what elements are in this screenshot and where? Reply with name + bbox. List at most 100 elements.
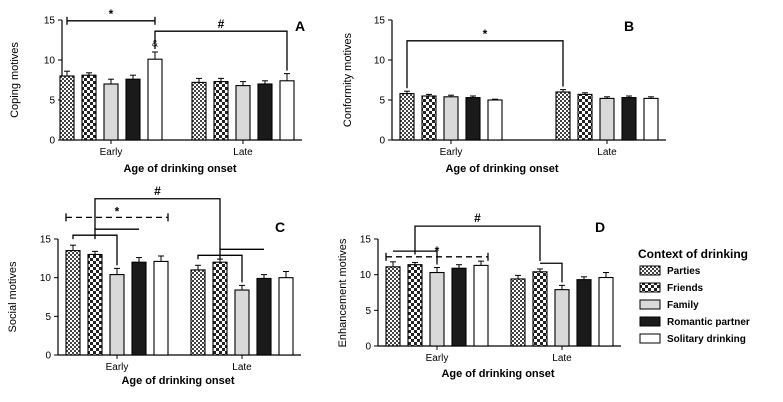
bar-c-early-solitary-drinking xyxy=(153,260,169,356)
bar-b-early-parties xyxy=(399,93,415,141)
bar-d-early-friends xyxy=(407,264,423,347)
bar-b-early-romantic-partner xyxy=(465,97,481,141)
bar-a-early-solitary-drinking xyxy=(147,58,163,141)
legend-swatch-family xyxy=(639,299,661,310)
bar-c-early-friends xyxy=(87,253,103,356)
bar-d-late-parties xyxy=(510,278,526,347)
sig-comb-d xyxy=(415,250,438,265)
bar-b-late-parties xyxy=(555,91,571,141)
sig-bracket-c xyxy=(94,198,221,250)
sig-label-c: * xyxy=(115,204,120,218)
bar-b-early-family xyxy=(443,96,459,141)
legend-swatch-solitary-drinking xyxy=(639,333,661,344)
y-tick-label-d: 5 xyxy=(365,306,371,317)
x-tick-label-a: Early xyxy=(100,147,123,158)
bar-b-late-romantic-partner xyxy=(621,97,637,141)
x-axis-title-b: Age of drinking onset xyxy=(445,163,558,175)
bar-a-early-parties xyxy=(59,75,75,141)
legend-label-parties: Parties xyxy=(667,266,701,277)
y-tick-label-a: 10 xyxy=(44,56,56,67)
y-tick-label-b: 5 xyxy=(379,96,385,107)
sig-label-a: # xyxy=(218,17,225,31)
sig-note-a: & xyxy=(152,38,158,48)
bar-a-late-parties xyxy=(191,81,207,141)
x-axis-title-c: Age of drinking onset xyxy=(121,375,234,387)
sig-label-b: * xyxy=(483,27,488,41)
bar-d-late-solitary-drinking xyxy=(598,276,614,347)
panel-letter-c: C xyxy=(275,219,285,235)
y-tick-label-a: 0 xyxy=(49,136,55,147)
y-tick-label-b: 15 xyxy=(374,16,386,27)
bar-d-early-family xyxy=(429,271,445,347)
bar-a-late-romantic-partner xyxy=(257,83,273,141)
y-tick-label-c: 0 xyxy=(45,351,51,362)
chart-panel-d: 0 5 10 15 Enhancement motives Early Late Age of… xyxy=(337,211,621,380)
x-tick-label-c: Early xyxy=(106,362,129,373)
legend-label-solitary-drinking: Solitary drinking xyxy=(667,334,746,345)
legend-label-romantic-partner: Romantic partner xyxy=(667,317,750,328)
sig-label-a: * xyxy=(109,7,114,21)
sig-bracket-d xyxy=(414,225,541,261)
legend-swatch-friends xyxy=(639,282,661,293)
bar-b-late-friends xyxy=(577,93,593,141)
bar-a-late-solitary-drinking xyxy=(279,80,295,141)
x-tick-label-a: Late xyxy=(233,147,253,158)
bar-c-early-family xyxy=(109,274,125,356)
bar-b-late-solitary-drinking xyxy=(643,97,659,141)
bar-b-early-solitary-drinking xyxy=(487,99,503,141)
bar-d-late-romantic-partner xyxy=(576,279,592,347)
y-tick-label-c: 5 xyxy=(45,312,51,323)
legend-swatch-parties xyxy=(639,265,661,276)
y-tick-label-a: 5 xyxy=(49,96,55,107)
bar-c-early-parties xyxy=(65,250,81,356)
x-tick-label-c: Late xyxy=(232,362,252,373)
bar-b-early-friends xyxy=(421,95,437,141)
chart-panel-a: 0 5 10 15 Coping motives Early Late Age of drin… xyxy=(9,7,305,175)
sig-bracket-b xyxy=(406,40,564,89)
sig-label-d: # xyxy=(474,211,481,225)
y-tick-label-c: 10 xyxy=(40,273,52,284)
y-tick-label-c: 15 xyxy=(40,235,52,246)
panel-letter-b: B xyxy=(624,18,634,34)
y-tick-label-b: 10 xyxy=(374,56,386,67)
x-axis-title-a: Age of drinking onset xyxy=(123,163,236,175)
chart-panel-c: 0 5 10 15 Social motives Early Late Age of drin… xyxy=(7,184,301,387)
bar-d-early-romantic-partner xyxy=(451,267,467,347)
y-tick-label-d: 10 xyxy=(360,270,372,281)
legend-label-friends: Friends xyxy=(667,283,704,294)
bar-c-early-romantic-partner xyxy=(131,261,147,356)
panel-letter-d: D xyxy=(595,219,605,235)
bar-d-early-solitary-drinking xyxy=(473,264,489,347)
y-tick-label-d: 0 xyxy=(365,342,371,353)
legend-swatch-romantic-partner xyxy=(639,316,661,327)
chart-panel-b: 0 5 10 15 Conformity motives Early Late Age of … xyxy=(342,16,666,175)
panel-letter-a: A xyxy=(295,18,305,34)
sig-comb-d xyxy=(540,262,563,283)
x-tick-label-b: Late xyxy=(597,147,617,158)
bar-c-late-solitary-drinking xyxy=(278,277,294,356)
bar-b-late-family xyxy=(599,97,615,141)
bar-c-late-family xyxy=(234,289,250,356)
y-tick-label-b: 0 xyxy=(379,136,385,147)
legend: Context of drinking Parties Friends Family… xyxy=(638,247,750,345)
x-axis-title-d: Age of drinking onset xyxy=(441,368,554,380)
bar-a-early-friends xyxy=(81,74,97,141)
bar-a-late-family xyxy=(235,85,251,141)
sig-comb-c xyxy=(94,228,139,240)
sig-bracket-a xyxy=(154,30,288,71)
bar-c-late-romantic-partner xyxy=(256,277,272,356)
legend-label-family: Family xyxy=(667,300,699,311)
bar-d-late-family xyxy=(554,289,570,347)
y-axis-title-a: Coping motives xyxy=(9,42,21,118)
bar-a-late-friends xyxy=(213,81,229,141)
y-tick-label-a: 15 xyxy=(44,16,56,27)
bar-a-early-romantic-partner xyxy=(125,78,141,141)
y-axis-title-c: Social motives xyxy=(7,261,19,332)
x-tick-label-d: Early xyxy=(426,353,449,364)
x-tick-label-d: Late xyxy=(552,353,572,364)
y-axis-title-b: Conformity motives xyxy=(342,32,354,127)
legend-title: Context of drinking xyxy=(638,247,748,261)
sig-label-c: # xyxy=(154,184,161,198)
bar-c-late-parties xyxy=(190,269,206,356)
